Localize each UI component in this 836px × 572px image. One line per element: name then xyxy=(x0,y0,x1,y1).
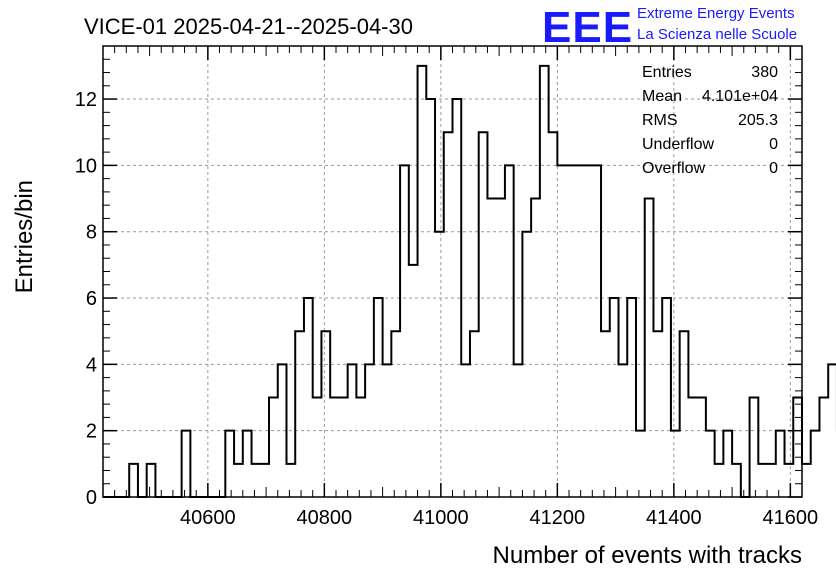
y-tick-label: 0 xyxy=(86,487,97,509)
y-tick-label: 2 xyxy=(86,421,97,443)
eee-logo-mark: EEE xyxy=(542,3,633,52)
x-tick-label: 41000 xyxy=(413,507,469,529)
stats-label: RMS xyxy=(642,112,678,129)
y-tick-label: 12 xyxy=(75,89,97,111)
stats-value: 4.101e+04 xyxy=(702,88,778,105)
y-tick-label: 10 xyxy=(75,155,97,177)
axis-ticks xyxy=(102,46,803,498)
tick-labels: 40600 40800 41000 41200 41400 41600 0 2 4 6 8 10 12 xyxy=(75,89,818,529)
y-tick-label: 8 xyxy=(86,222,97,244)
logo-caption-line1: Extreme Energy Events xyxy=(637,5,795,22)
stats-value: 380 xyxy=(751,64,778,81)
stats-value: 205.3 xyxy=(738,112,778,129)
stats-box: Entries 380 Mean 4.101e+04 RMS 205.3 Underflow… xyxy=(642,64,778,177)
y-tick-label: 4 xyxy=(86,354,97,376)
x-tick-label: 41200 xyxy=(530,507,586,529)
stats-label: Underflow xyxy=(642,136,714,153)
x-tick-label: 41400 xyxy=(646,507,702,529)
y-tick-label: 6 xyxy=(86,288,97,310)
x-tick-label: 40600 xyxy=(180,507,236,529)
stats-value: 0 xyxy=(769,136,778,153)
stats-label: Mean xyxy=(642,88,682,105)
stats-value: 0 xyxy=(769,160,778,177)
x-tick-label: 40800 xyxy=(297,507,353,529)
plot-title: VICE-01 2025-04-21--2025-04-30 xyxy=(84,14,413,39)
logo-caption-line2: La Scienza nelle Scuole xyxy=(637,26,797,43)
histogram-series-line xyxy=(103,64,836,498)
x-tick-label: 41600 xyxy=(763,507,819,529)
y-axis-title: Entries/bin xyxy=(11,180,38,293)
x-axis-title: Number of events with tracks xyxy=(493,542,802,569)
stats-label: Entries xyxy=(642,64,692,81)
stats-label: Overflow xyxy=(642,160,706,177)
